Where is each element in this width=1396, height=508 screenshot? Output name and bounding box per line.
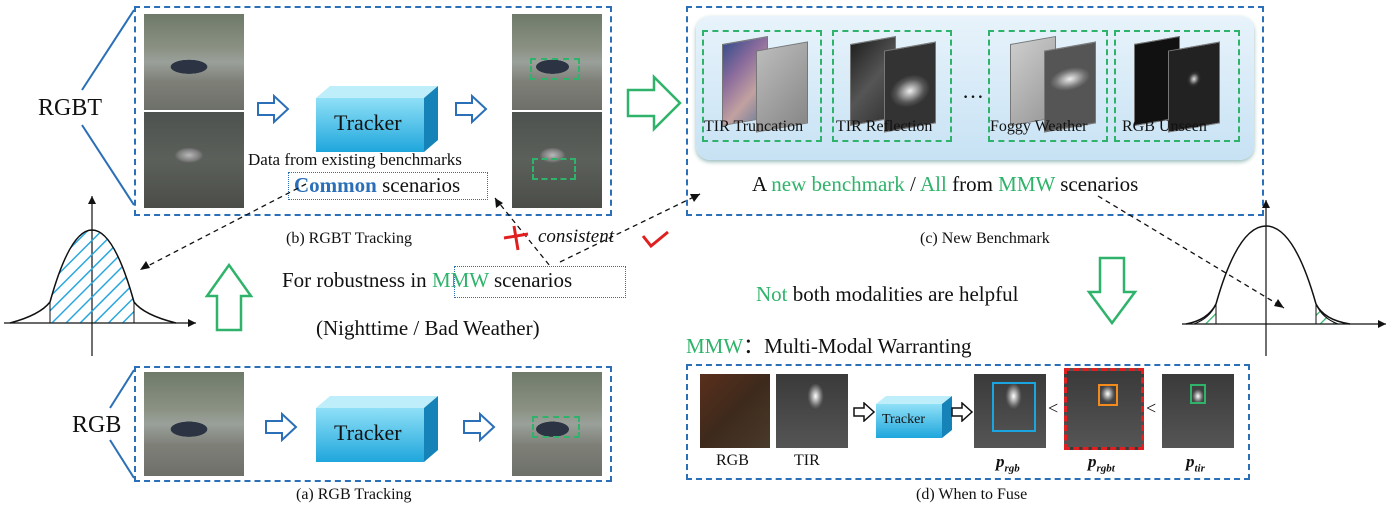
not-word: Not	[756, 282, 788, 306]
result-tir-box	[1190, 384, 1206, 404]
tir-frame-label: TIR	[794, 452, 820, 469]
result-rgb-box	[992, 382, 1036, 432]
arrow-icon	[265, 412, 298, 442]
robustness-prefix: For robustness in	[282, 268, 432, 292]
p-rgb-label: prgb	[996, 452, 1020, 474]
mmw-highlight-box	[454, 266, 626, 298]
rgb-night-frame	[700, 374, 770, 448]
conditions-text: (Nighttime / Bad Weather)	[316, 316, 540, 340]
caption-d: (d) When to Fuse	[916, 486, 1028, 503]
p-symbol: p	[996, 452, 1005, 471]
tile-label: TIR Reflection	[836, 118, 933, 135]
sentence-part: scenarios	[1054, 172, 1139, 196]
common-scenarios-box	[288, 172, 488, 200]
tracker-label: Tracker	[334, 110, 402, 135]
mmw-full: Multi-Modal Warranting	[764, 334, 972, 358]
arrow-icon	[257, 94, 290, 124]
tile-rgb-unseen	[1114, 30, 1240, 142]
result-rgbt-frame	[1064, 368, 1144, 450]
tile-tir-truncation	[702, 30, 822, 142]
arrow-icon	[463, 412, 496, 442]
mmw-definition: MMW：Multi-Modal Warranting	[686, 330, 971, 360]
benchmark-sentence: A new benchmark / All from MMW scenarios	[752, 172, 1138, 197]
sentence-new-benchmark: new benchmark	[771, 172, 905, 196]
consistent-label: consistent	[538, 226, 614, 247]
rgbt-bracket	[81, 9, 135, 479]
bell-curve-common	[4, 196, 196, 356]
right-arrow-icon	[626, 74, 682, 132]
p-subscript: tir	[1194, 462, 1205, 475]
tracker-block	[316, 396, 438, 462]
less-than: <	[1146, 398, 1157, 418]
robustness-suffix: scenarios	[488, 268, 573, 292]
tracker-block	[316, 86, 438, 152]
p-symbol: p	[1186, 452, 1195, 471]
less-than: <	[1048, 398, 1059, 418]
p-rgbt-label: prgbt	[1088, 452, 1115, 474]
up-arrow-icon	[204, 262, 254, 332]
new-benchmark-panel	[686, 6, 1264, 216]
tile-tir-reflection	[832, 30, 952, 142]
rgb-output-box	[532, 416, 580, 438]
arrow-icon	[951, 402, 974, 422]
sentence-part: from	[946, 172, 999, 196]
common-word: Common	[294, 173, 377, 197]
rgb-tracking-panel	[134, 366, 612, 482]
robustness-mmw: MMW	[431, 268, 489, 292]
rgb-output-box	[530, 58, 580, 80]
caption-a: (a) RGB Tracking	[296, 486, 412, 503]
caption-b: (b) RGBT Tracking	[286, 230, 412, 247]
tile-label: RGB Unseen	[1122, 118, 1207, 135]
rgb-frame-output	[512, 14, 602, 110]
mmw-abbr: MMW	[686, 334, 744, 358]
tir-output-box	[532, 158, 576, 180]
tail-link	[1097, 195, 1285, 309]
when-to-fuse-panel	[686, 364, 1250, 480]
check-mark-icon	[641, 230, 669, 249]
rgb-frame-label: RGB	[716, 452, 749, 469]
tracker-label: Tracker	[334, 420, 402, 445]
p-subscript: rgbt	[1096, 462, 1115, 475]
arrow-icon	[853, 402, 876, 422]
rgb-frame-input	[144, 372, 244, 476]
common-scenarios-text: Common scenarios	[294, 173, 460, 198]
tracker-small-label: Tracker	[882, 412, 926, 427]
sentence-mmw: MMW	[998, 172, 1055, 196]
tracker-block-small	[876, 396, 952, 438]
tir-frame-output	[512, 112, 602, 208]
scenarios-word: scenarios	[376, 173, 461, 197]
rgb-label: RGB	[72, 412, 122, 438]
caption-c: (c) New Benchmark	[920, 230, 1050, 247]
rgb-frame-input	[144, 14, 244, 110]
rgbt-tracking-panel	[134, 6, 612, 216]
rgb-frame-output	[512, 372, 602, 476]
result-rgbt-box	[1098, 384, 1118, 406]
result-tir-frame	[1162, 374, 1234, 448]
p-symbol: p	[1088, 452, 1097, 471]
p-subscript: rgb	[1004, 462, 1020, 475]
not-helpful-text: Not both modalities are helpful	[756, 282, 1018, 307]
sentence-part: /	[904, 172, 920, 196]
tir-night-frame	[776, 374, 848, 448]
p-tir-label: ptir	[1186, 452, 1205, 474]
bell-curve-tails	[1182, 200, 1386, 356]
sentence-part: A	[752, 172, 772, 196]
data-source-text: Data from existing benchmarks	[248, 150, 462, 169]
sentence-all: All	[919, 172, 947, 196]
rgbt-label: RGBT	[38, 95, 103, 121]
not-helpful-rest: both modalities are helpful	[787, 282, 1019, 306]
tile-foggy-weather	[988, 30, 1108, 142]
arrow-icon	[455, 94, 488, 124]
tir-frame-input	[144, 112, 244, 208]
inconsistent-mark-icon	[503, 225, 529, 251]
mmw-colon: ：	[743, 334, 765, 358]
down-arrow-icon	[1086, 256, 1138, 326]
robustness-text: For robustness in MMW scenarios	[282, 268, 572, 293]
tile-label: TIR Truncation	[704, 118, 804, 135]
ellipsis: …	[962, 78, 984, 103]
consistency-links	[139, 183, 701, 271]
tile-label: Foggy Weather	[990, 118, 1088, 135]
